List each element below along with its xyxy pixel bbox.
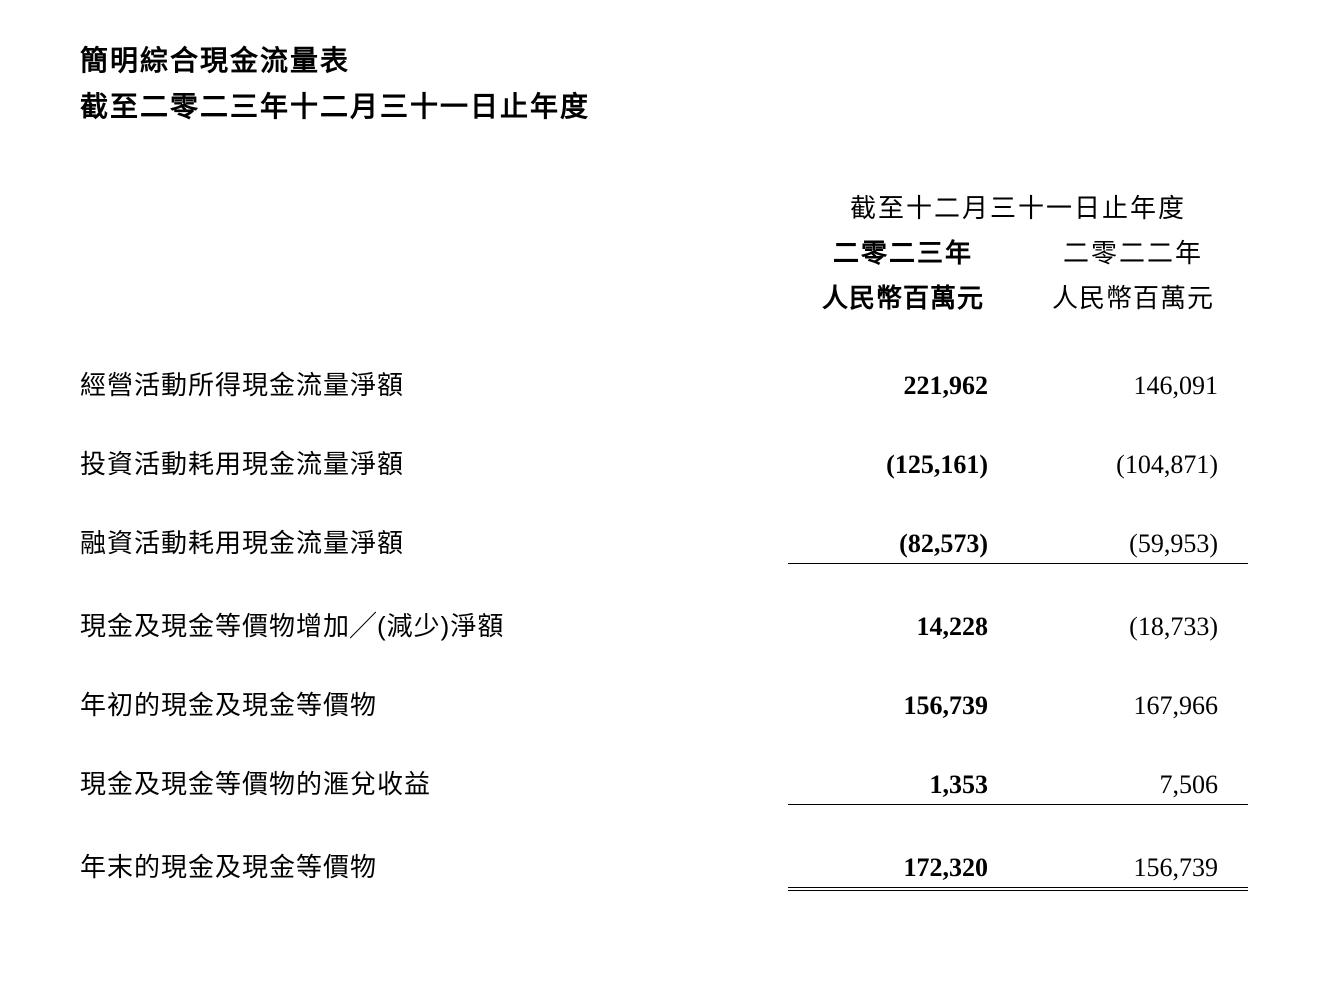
unit-header-row: 人民幣百萬元 人民幣百萬元 [80,278,1248,315]
value-2022: 146,091 [1018,371,1248,401]
row-label: 融資活動耗用現金流量淨額 [80,523,788,560]
row-label: 投資活動耗用現金流量淨額 [80,444,788,481]
value-2023: 14,228 [788,612,1018,642]
value-2023: 172,320 [788,853,1018,891]
year-header-row: 二零二三年 二零二二年 [80,233,1248,270]
table-row: 融資活動耗用現金流量淨額(82,573)(59,953) [80,523,1248,564]
value-2022: 167,966 [1018,691,1248,721]
value-2022: 7,506 [1018,770,1248,805]
row-label: 經營活動所得現金流量淨額 [80,365,788,402]
value-2022: (59,953) [1018,529,1248,564]
value-2023: 1,353 [788,770,1018,805]
year-2023-header: 二零二三年 [788,233,1018,270]
unit-2023-header: 人民幣百萬元 [788,278,1018,315]
row-label: 年末的現金及現金等價物 [80,847,788,884]
table-row: 現金及現金等價物的滙兌收益1,3537,506 [80,764,1248,805]
table-row: 投資活動耗用現金流量淨額(125,161)(104,871) [80,444,1248,481]
value-2022: (104,871) [1018,450,1248,480]
row-label: 現金及現金等價物增加╱(減少)淨額 [80,606,788,643]
value-2022: 156,739 [1018,853,1248,891]
table-row: 年末的現金及現金等價物172,320156,739 [80,847,1248,891]
row-label: 年初的現金及現金等價物 [80,685,788,722]
period-header: 截至十二月三十一日止年度 [788,188,1248,225]
row-label: 現金及現金等價物的滙兌收益 [80,764,788,801]
table-row: 經營活動所得現金流量淨額221,962146,091 [80,365,1248,402]
table-row: 現金及現金等價物增加╱(減少)淨額14,228(18,733) [80,606,1248,643]
value-2023: 156,739 [788,691,1018,721]
period-header-row: 截至十二月三十一日止年度 [80,188,1248,225]
value-2022: (18,733) [1018,612,1248,642]
value-2023: (125,161) [788,450,1018,480]
statement-title: 簡明綜合現金流量表 [80,40,1248,82]
value-2023: 221,962 [788,371,1018,401]
value-2023: (82,573) [788,529,1018,564]
statement-subtitle: 截至二零二三年十二月三十一日止年度 [80,86,1248,128]
cash-flow-table: 截至十二月三十一日止年度 二零二三年 二零二二年 人民幣百萬元 人民幣百萬元 經… [80,188,1248,891]
year-2022-header: 二零二二年 [1018,233,1248,270]
unit-2022-header: 人民幣百萬元 [1018,278,1248,315]
table-row: 年初的現金及現金等價物156,739167,966 [80,685,1248,722]
